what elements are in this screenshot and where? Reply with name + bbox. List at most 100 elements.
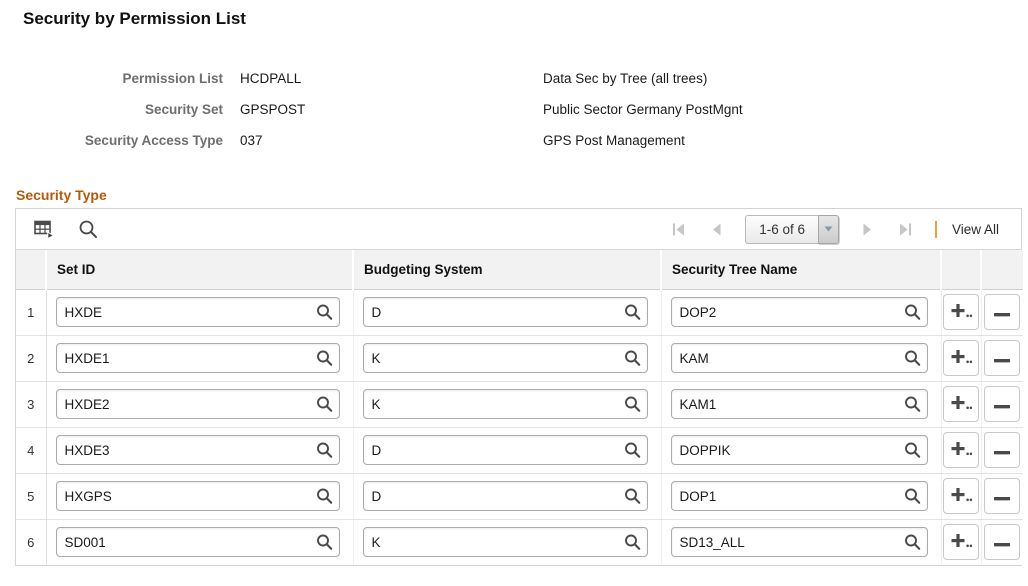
- find-icon[interactable]: [78, 219, 98, 239]
- permission-list-value: HCDPALL: [240, 71, 302, 86]
- minus-icon: [994, 305, 1011, 320]
- lookup-magnifier-icon[interactable]: [624, 442, 641, 459]
- budgeting-system-input[interactable]: [362, 435, 648, 465]
- lookup-magnifier-icon[interactable]: [624, 534, 641, 551]
- set-id-input[interactable]: [55, 343, 340, 373]
- lookup-magnifier-icon[interactable]: [316, 488, 333, 505]
- grid-toolbar: 1-6 of 6 View All: [16, 209, 1021, 250]
- security-set-label: Security Set: [144, 102, 223, 117]
- security-tree-name-lookup: [670, 527, 928, 558]
- set-id-input[interactable]: [55, 481, 340, 511]
- lookup-magnifier-icon[interactable]: [904, 350, 921, 367]
- table-row: 2: [16, 335, 1023, 382]
- add-row-button[interactable]: [943, 386, 979, 422]
- security-tree-name-input[interactable]: [670, 435, 928, 465]
- next-page-icon[interactable]: [849, 219, 886, 240]
- delete-row-button[interactable]: [984, 432, 1021, 468]
- previous-page-icon[interactable]: [698, 219, 735, 240]
- security-tree-name-input[interactable]: [670, 389, 928, 419]
- add-row-button[interactable]: [943, 432, 979, 468]
- security-access-type-description: GPS Post Management: [543, 133, 685, 148]
- security-set-description: Public Sector Germany PostMgnt: [543, 102, 743, 117]
- delete-row-button[interactable]: [984, 478, 1021, 514]
- security-tree-name-lookup: [670, 343, 928, 373]
- set-id-input[interactable]: [55, 389, 340, 419]
- view-all-link[interactable]: View All: [951, 221, 999, 237]
- delete-row-button[interactable]: [984, 524, 1021, 561]
- row-number: 4: [16, 427, 47, 474]
- budgeting-system-input[interactable]: [362, 481, 648, 511]
- delete-row-button[interactable]: [984, 340, 1021, 376]
- set-id-input[interactable]: [55, 297, 340, 327]
- lookup-magnifier-icon[interactable]: [624, 350, 641, 367]
- set-id-input[interactable]: [55, 527, 340, 558]
- add-row-button[interactable]: [943, 294, 979, 330]
- row-number-column-header: [16, 250, 47, 290]
- budgeting-system-input[interactable]: [362, 389, 648, 419]
- security-access-type-label: Security Access Type: [84, 133, 223, 148]
- security-type-grid: 1-6 of 6 View All Set ID Budgeting Syst: [15, 208, 1023, 566]
- column-header-budgeting-system: Budgeting System: [353, 250, 662, 290]
- permission-list-description: Data Sec by Tree (all trees): [543, 71, 708, 86]
- lookup-magnifier-icon[interactable]: [624, 396, 641, 413]
- add-row-button[interactable]: [943, 340, 979, 376]
- lookup-magnifier-icon[interactable]: [904, 488, 921, 505]
- form-row-security-set: Security Set GPSPOST Public Sector Germa…: [0, 102, 1028, 133]
- security-tree-name-input[interactable]: [670, 297, 928, 327]
- lookup-magnifier-icon[interactable]: [624, 304, 641, 321]
- lookup-magnifier-icon[interactable]: [624, 488, 641, 505]
- minus-icon: [994, 443, 1011, 458]
- delete-column-header: [981, 250, 1023, 290]
- budgeting-system-lookup: [362, 527, 648, 558]
- lookup-magnifier-icon[interactable]: [904, 534, 921, 551]
- security-tree-name-input[interactable]: [670, 481, 928, 511]
- chevron-down-icon[interactable]: [817, 214, 839, 244]
- budgeting-system-lookup: [362, 389, 648, 419]
- first-page-icon[interactable]: [659, 219, 698, 240]
- lookup-magnifier-icon[interactable]: [316, 304, 333, 321]
- budgeting-system-lookup: [362, 297, 648, 327]
- plus-icon: [951, 303, 972, 322]
- table-row: 4: [16, 427, 1023, 474]
- security-tree-name-lookup: [670, 435, 928, 465]
- table-row: 3: [16, 381, 1023, 428]
- lookup-magnifier-icon[interactable]: [316, 442, 333, 459]
- delete-row-button[interactable]: [984, 294, 1021, 330]
- minus-icon: [994, 351, 1011, 366]
- form-row-permission-list: Permission List HCDPALL Data Sec by Tree…: [0, 71, 1028, 102]
- security-tree-name-input[interactable]: [670, 527, 928, 558]
- plus-icon: [951, 487, 972, 506]
- plus-icon: [951, 349, 972, 368]
- set-id-input[interactable]: [55, 435, 340, 465]
- lookup-magnifier-icon[interactable]: [316, 396, 333, 413]
- budgeting-system-lookup: [362, 481, 648, 511]
- security-tree-name-lookup: [670, 297, 928, 327]
- form-row-security-access-type: Security Access Type 037 GPS Post Manage…: [0, 133, 1028, 164]
- security-type-table: Set ID Budgeting System Security Tree Na…: [16, 250, 1023, 565]
- lookup-magnifier-icon[interactable]: [316, 534, 333, 551]
- last-page-icon[interactable]: [886, 219, 925, 240]
- security-access-type-value: 037: [240, 133, 263, 148]
- budgeting-system-input[interactable]: [362, 297, 648, 327]
- security-tree-name-input[interactable]: [670, 343, 928, 373]
- lookup-magnifier-icon[interactable]: [904, 396, 921, 413]
- table-header-row: Set ID Budgeting System Security Tree Na…: [16, 250, 1023, 290]
- set-id-lookup: [55, 389, 340, 419]
- page-range-selector[interactable]: 1-6 of 6: [745, 214, 839, 244]
- page-range-label[interactable]: 1-6 of 6: [745, 214, 818, 244]
- set-id-lookup: [55, 297, 340, 327]
- add-row-button[interactable]: [943, 478, 979, 514]
- plus-icon: [951, 533, 972, 552]
- grid-action-menu-icon[interactable]: [34, 220, 55, 239]
- add-row-button[interactable]: [943, 524, 979, 561]
- delete-row-button[interactable]: [984, 386, 1021, 422]
- lookup-magnifier-icon[interactable]: [316, 350, 333, 367]
- column-header-set-id: Set ID: [46, 250, 354, 290]
- page-title: Security by Permission List: [23, 9, 246, 28]
- budgeting-system-input[interactable]: [362, 343, 648, 373]
- budgeting-system-input[interactable]: [362, 527, 648, 558]
- set-id-lookup: [55, 527, 340, 558]
- lookup-magnifier-icon[interactable]: [904, 442, 921, 459]
- table-row: 6: [16, 519, 1023, 565]
- lookup-magnifier-icon[interactable]: [904, 304, 921, 321]
